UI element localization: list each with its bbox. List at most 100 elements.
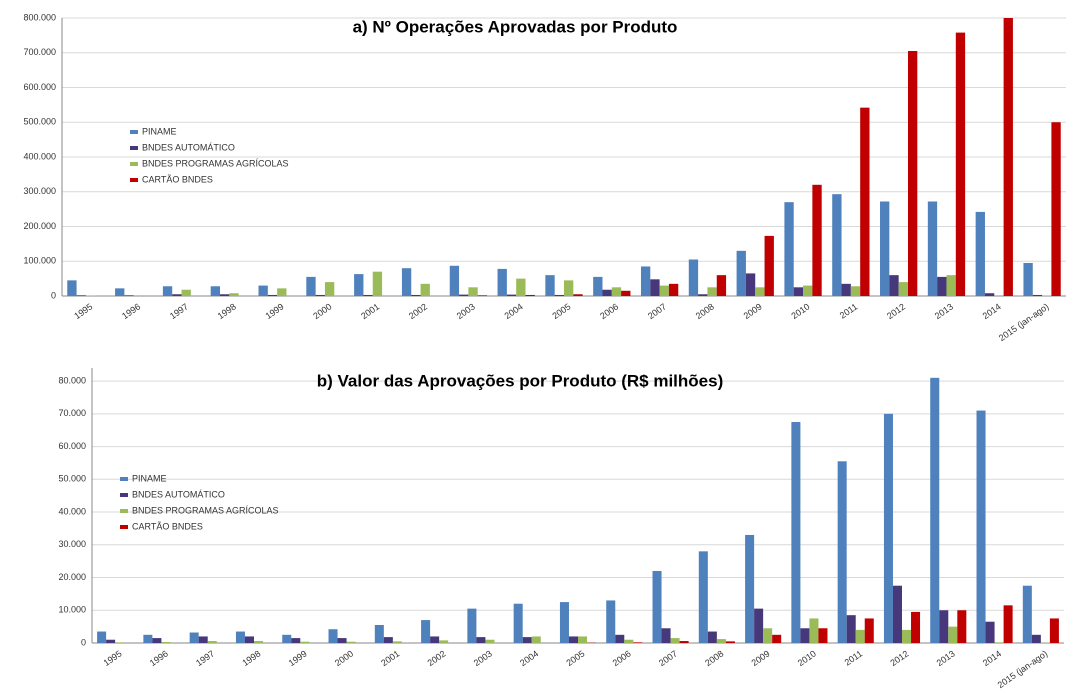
bar	[229, 293, 239, 296]
bar	[864, 618, 874, 643]
x-tick-label: 2013	[935, 648, 957, 668]
bar	[837, 461, 847, 643]
bar	[220, 294, 230, 296]
x-tick-label: 1999	[287, 648, 309, 668]
x-tick-label: 2002	[407, 301, 429, 321]
bar	[181, 289, 191, 296]
bar	[162, 286, 173, 296]
x-tick-label: 2003	[455, 301, 477, 321]
bar	[754, 608, 764, 643]
bar	[198, 636, 208, 643]
bar	[76, 295, 86, 296]
bar	[328, 629, 338, 643]
bar	[707, 631, 717, 643]
bar	[946, 275, 956, 296]
bar	[430, 636, 440, 643]
x-tick-label: 2005	[564, 648, 586, 668]
x-tick-label: 1997	[168, 301, 190, 321]
bar	[1032, 294, 1043, 296]
bar	[615, 634, 625, 643]
bar	[803, 285, 813, 296]
bar	[189, 632, 199, 643]
bar	[707, 287, 717, 296]
bar	[1023, 262, 1033, 296]
bar	[1022, 585, 1032, 643]
bar	[984, 293, 995, 296]
x-tick-label: 2006	[611, 648, 633, 668]
y-tick-label: 60.000	[58, 441, 86, 451]
x-tick-label: 2007	[657, 648, 679, 668]
y-tick-label: 30.000	[58, 539, 86, 549]
bar	[764, 235, 774, 296]
bar	[337, 638, 347, 643]
x-tick-label: 2009	[742, 301, 764, 321]
y-tick-label: 800.000	[23, 12, 56, 22]
bar	[235, 631, 245, 643]
bar	[745, 534, 755, 643]
bar	[661, 628, 671, 643]
x-tick-label: 2002	[426, 648, 448, 668]
bar	[698, 294, 708, 296]
bar	[133, 295, 144, 296]
bar	[315, 294, 325, 296]
bar	[606, 600, 616, 643]
bar	[898, 282, 908, 296]
bar	[818, 628, 828, 643]
bar	[374, 624, 384, 643]
x-tick-label: 2008	[703, 648, 725, 668]
bar	[401, 268, 412, 296]
y-tick-label: 600.000	[23, 82, 56, 92]
bar	[841, 283, 851, 296]
bar	[354, 274, 364, 296]
bar	[633, 642, 643, 643]
bar	[372, 271, 383, 296]
bar	[1051, 122, 1061, 296]
x-tick-label: 2013	[933, 301, 955, 321]
bar	[1003, 18, 1013, 296]
legend-swatch	[130, 130, 138, 134]
bar	[937, 276, 947, 296]
bar	[383, 637, 393, 643]
bar	[679, 641, 689, 643]
bar	[930, 377, 940, 643]
bar	[880, 201, 890, 296]
bar	[883, 413, 893, 643]
bar	[449, 265, 460, 296]
bar	[392, 641, 402, 643]
legend-swatch	[120, 493, 128, 497]
bar	[1049, 618, 1059, 643]
y-tick-label: 70.000	[58, 408, 86, 418]
bar	[640, 266, 651, 296]
bar	[300, 641, 310, 643]
bar	[763, 628, 773, 643]
bar	[650, 279, 660, 296]
x-tick-label: 2012	[888, 648, 910, 668]
y-tick-label: 300.000	[23, 186, 56, 196]
y-tick-label: 700.000	[23, 47, 56, 57]
y-tick-label: 40.000	[58, 506, 86, 516]
bar	[67, 280, 77, 296]
bar	[889, 275, 899, 296]
bar	[525, 294, 535, 296]
bar	[568, 636, 578, 643]
bar	[267, 294, 278, 296]
legend-label: BNDES AUTOMÁTICO	[132, 489, 225, 499]
bar	[755, 287, 765, 296]
x-tick-label: 2001	[359, 301, 381, 321]
bar	[254, 641, 264, 643]
bar	[513, 603, 523, 643]
bar	[784, 202, 794, 296]
legend-swatch	[120, 525, 128, 529]
bar	[855, 629, 865, 643]
bar	[670, 638, 680, 643]
bar	[793, 287, 804, 296]
bar	[97, 631, 107, 643]
x-tick-label: 1996	[148, 648, 170, 668]
bar	[800, 628, 810, 643]
bar	[244, 636, 254, 643]
bar	[911, 611, 921, 643]
x-tick-label: 2010	[796, 648, 818, 668]
y-tick-label: 80.000	[58, 375, 86, 385]
y-tick-label: 0	[51, 290, 56, 300]
